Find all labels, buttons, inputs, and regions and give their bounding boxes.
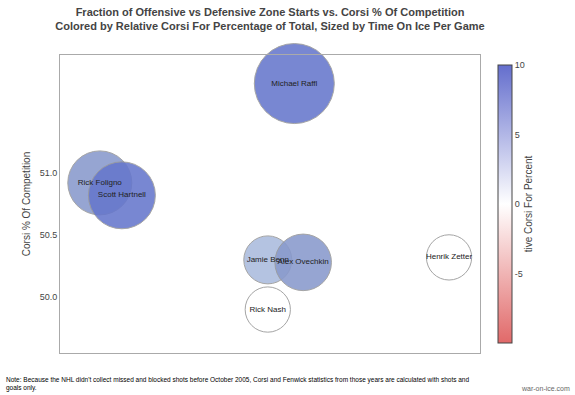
svg-text:war-on-ice.com: war-on-ice.com xyxy=(521,385,570,392)
svg-text:Rick Nash: Rick Nash xyxy=(250,305,286,314)
svg-text:Fraction of Offensive vs Defen: Fraction of Offensive vs Defensive Zone … xyxy=(55,6,484,32)
svg-text:Note: Because the NHL didn't c: Note: Because the NHL didn't collect mis… xyxy=(6,376,469,392)
svg-text:50.0: 50.0 xyxy=(40,292,58,302)
svg-text:Corsi % Of Competition: Corsi % Of Competition xyxy=(21,152,32,256)
svg-text:0: 0 xyxy=(515,199,520,209)
svg-text:-5: -5 xyxy=(515,269,523,279)
svg-text:Alex Ovechkin: Alex Ovechkin xyxy=(278,257,329,266)
svg-text:50.5: 50.5 xyxy=(40,230,58,240)
svg-text:5: 5 xyxy=(515,130,520,140)
svg-text:Jamie Benn: Jamie Benn xyxy=(247,255,289,264)
svg-text:51.0: 51.0 xyxy=(40,168,58,178)
svg-text:Rick Foligno: Rick Foligno xyxy=(78,178,123,187)
svg-text:10: 10 xyxy=(515,60,525,70)
svg-text:tive Corsi For Percent: tive Corsi For Percent xyxy=(523,155,534,252)
svg-text:Henrik Zetter: Henrik Zetter xyxy=(426,252,473,261)
svg-text:Michael Raffl: Michael Raffl xyxy=(271,79,317,88)
svg-text:Scott Hartnell: Scott Hartnell xyxy=(98,190,146,199)
